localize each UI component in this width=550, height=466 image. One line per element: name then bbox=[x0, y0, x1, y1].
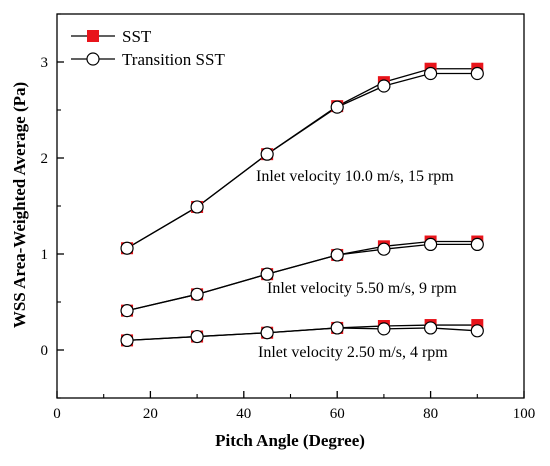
transition-sst-point bbox=[330, 248, 344, 262]
legend-sst-label: SST bbox=[122, 27, 152, 46]
annotation-1: Inlet velocity 10.0 m/s, 15 rpm bbox=[256, 168, 454, 185]
x-tick-label: 20 bbox=[143, 406, 158, 422]
y-axis-title: WSS Area-Weighted Average (Pa) bbox=[10, 82, 29, 328]
series-layer bbox=[120, 62, 484, 347]
annotation-3: Inlet velocity 2.50 m/s, 4 rpm bbox=[258, 344, 448, 361]
x-tick-label: 40 bbox=[236, 406, 251, 422]
y-tick-label: 0 bbox=[41, 343, 49, 359]
transition-sst-point bbox=[330, 321, 344, 335]
transition-sst-point bbox=[190, 329, 204, 344]
series-group-3 bbox=[120, 319, 484, 347]
transition-sst-point bbox=[190, 287, 204, 301]
transition-sst-point bbox=[120, 304, 134, 318]
x-axis-title: Pitch Angle (Degree) bbox=[215, 431, 365, 450]
axis-ticks: 0 20 40 60 80 100 0 1 2 3 bbox=[41, 13, 536, 422]
transition-sst-point bbox=[424, 237, 438, 251]
x-tick-label: 0 bbox=[53, 406, 61, 422]
transition-sst-point bbox=[377, 242, 391, 256]
transition-sst-point bbox=[424, 66, 438, 81]
transition-sst-point bbox=[120, 333, 134, 347]
transition-sst-line bbox=[126, 72, 478, 249]
annotation-layer: Inlet velocity 10.0 m/s, 15 rpm Inlet vel… bbox=[256, 168, 457, 361]
transition-sst-point bbox=[377, 322, 391, 336]
annotation-2: Inlet velocity 5.50 m/s, 9 rpm bbox=[267, 280, 457, 297]
x-tick-label: 80 bbox=[423, 406, 438, 422]
y-tick-label: 2 bbox=[41, 151, 49, 167]
y-tick-label: 1 bbox=[41, 247, 49, 263]
series-group-2 bbox=[120, 235, 484, 318]
legend-transition-label: Transition SST bbox=[122, 50, 225, 69]
transition-sst-point bbox=[260, 147, 274, 161]
transition-sst-point bbox=[260, 267, 274, 281]
legend-transition-marker bbox=[86, 52, 100, 66]
transition-sst-point bbox=[120, 241, 134, 255]
transition-sst-point bbox=[190, 200, 204, 214]
transition-sst-point bbox=[470, 66, 484, 81]
series-group-1 bbox=[120, 62, 484, 255]
transition-sst-point bbox=[424, 321, 438, 335]
transition-sst-line bbox=[126, 243, 478, 312]
x-tick-label: 60 bbox=[330, 406, 345, 422]
x-tick-label: 100 bbox=[513, 406, 536, 422]
transition-sst-point bbox=[260, 326, 274, 340]
transition-sst-point bbox=[470, 237, 484, 251]
transition-sst-point bbox=[377, 79, 391, 93]
legend: SST Transition SST bbox=[71, 27, 225, 69]
legend-sst-marker bbox=[87, 30, 99, 42]
transition-sst-point bbox=[330, 100, 344, 114]
transition-sst-point bbox=[470, 324, 484, 338]
sst-line bbox=[126, 68, 478, 249]
sst-line bbox=[126, 240, 478, 312]
y-tick-label: 3 bbox=[41, 55, 49, 71]
